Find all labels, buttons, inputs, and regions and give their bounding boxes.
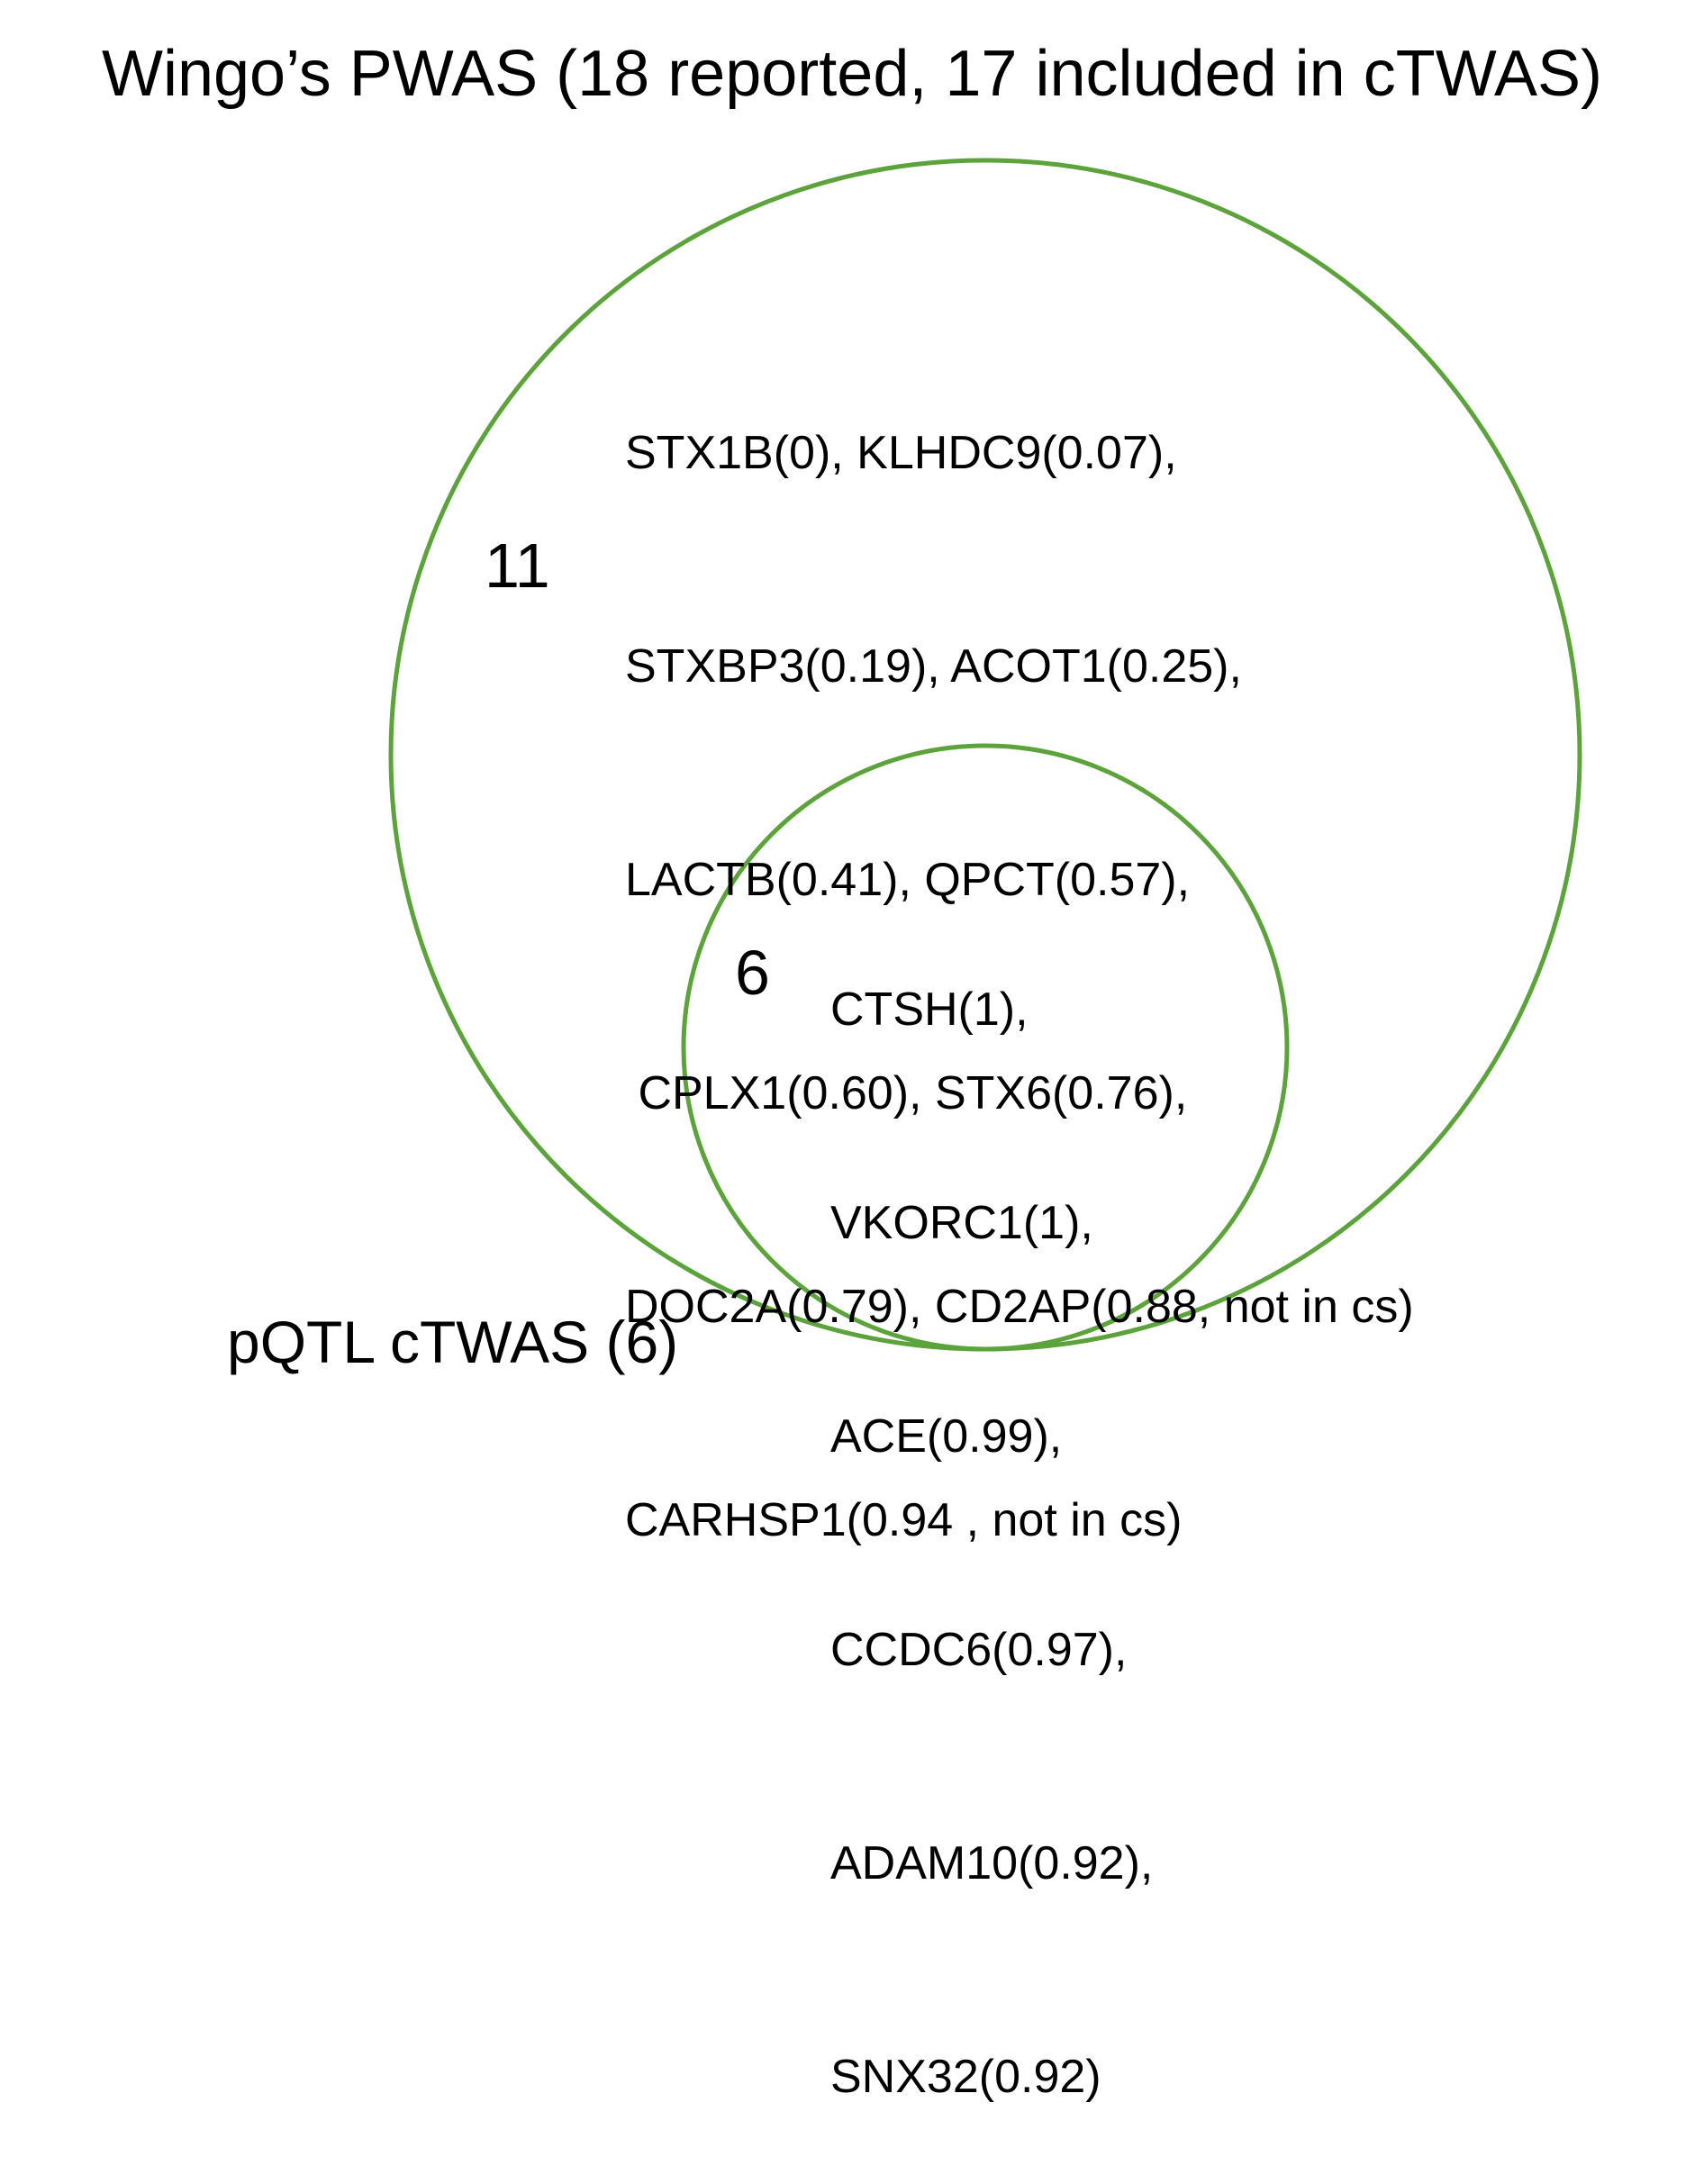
gene-list-line: DOC2A(0.79), CD2AP(0.88, not in cs) <box>625 1281 1414 1333</box>
gene-list-line: CPLX1(0.60), STX6(0.76), <box>625 1067 1188 1119</box>
gene-list-line: CTSH(1), <box>830 983 1029 1036</box>
inner-set-label: pQTL cTWAS (6) <box>227 1309 679 1375</box>
gene-list-line: VKORC1(1), <box>830 1197 1093 1249</box>
gene-list-line: STXBP3(0.19), ACOT1(0.25), <box>625 640 1242 693</box>
gene-list-line: STX1B(0), KLHDC9(0.07), <box>625 427 1177 479</box>
inner-set-count: 6 <box>735 938 770 1008</box>
outer-set-count: 11 <box>485 530 550 601</box>
venn-diagram <box>388 158 1582 1352</box>
diagram-title: Wingo’s PWAS (18 reported, 17 included i… <box>101 38 1603 110</box>
gene-list-line: ADAM10(0.92), <box>830 1837 1154 1889</box>
gene-list-line: CCDC6(0.97), <box>830 1624 1128 1676</box>
gene-list-line: ACE(0.99), <box>830 1410 1063 1463</box>
inner-set-gene-list: CTSH(1), VKORC1(1), ACE(0.99), CCDC6(0.9… <box>830 832 1153 2184</box>
gene-list-line: LACTB(0.41), QPCT(0.57), <box>625 854 1191 906</box>
inner-set-circle <box>681 743 1290 1352</box>
outer-set-gene-list: STX1B(0), KLHDC9(0.07), STXBP3(0.19), AC… <box>625 276 1414 1627</box>
gene-list-line: SNX32(0.92) <box>830 2051 1101 2103</box>
